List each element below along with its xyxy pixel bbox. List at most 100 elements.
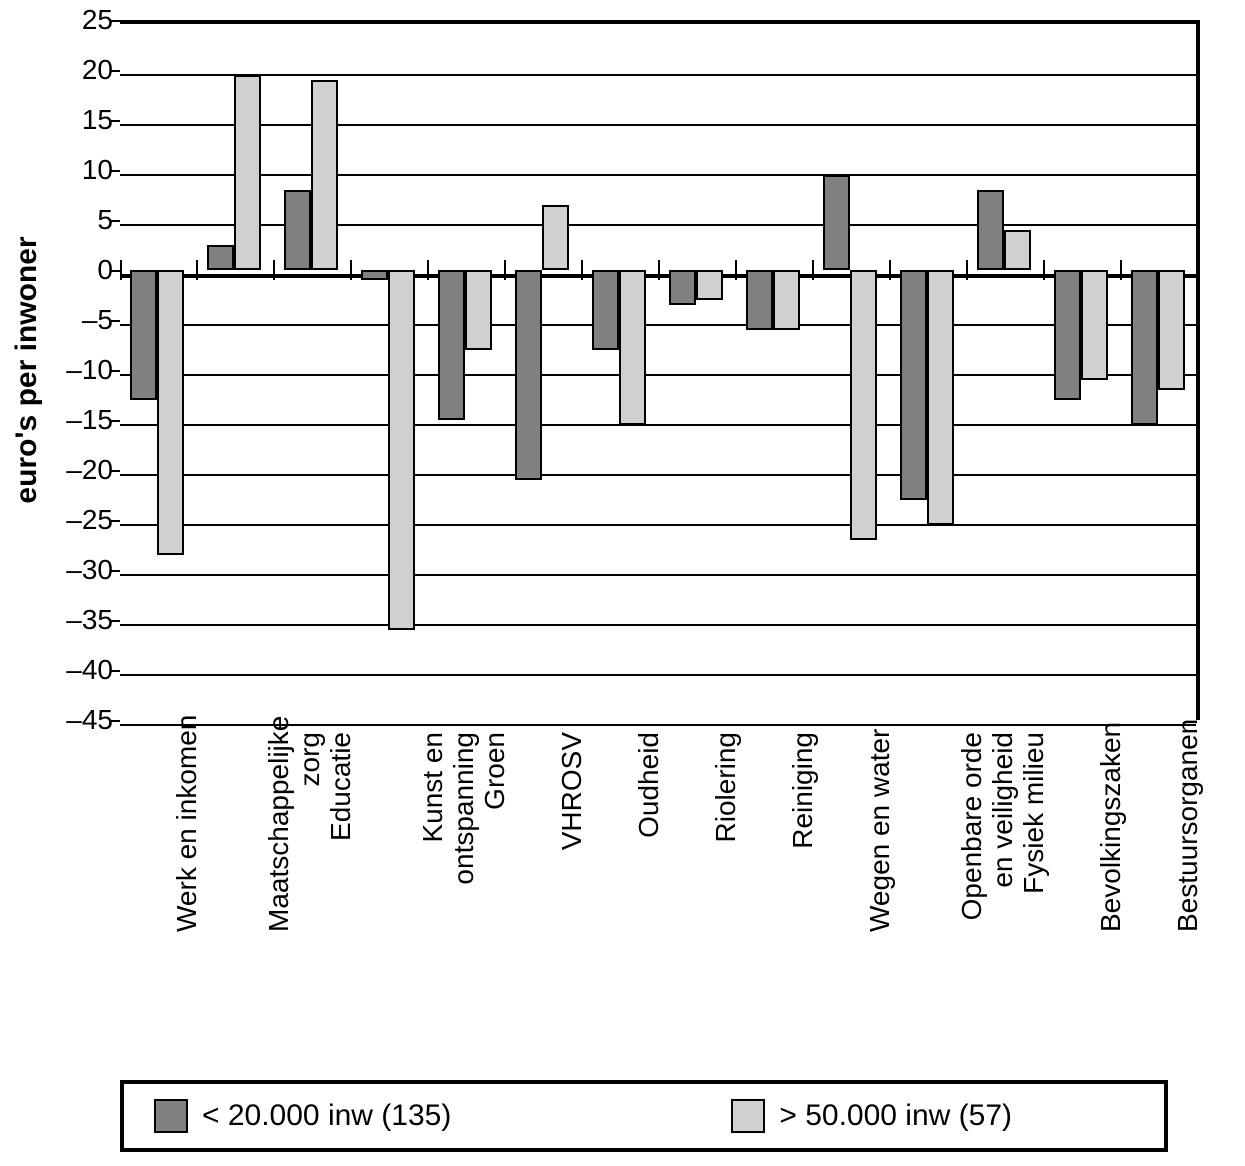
bar	[669, 270, 696, 305]
x-tick-label: Fysiek milieu	[1019, 732, 1050, 932]
y-tick-label: 10	[23, 154, 113, 186]
x-tick-mark	[350, 270, 352, 280]
y-tick-mark	[110, 220, 120, 222]
bar	[619, 270, 646, 425]
chart-page: euro's per inwoner Werk en inkomenMaatsc…	[0, 0, 1245, 1166]
x-tick-mark	[889, 260, 891, 270]
y-tick-mark	[110, 320, 120, 322]
x-tick-label: Oudheid	[634, 732, 665, 932]
bar	[284, 190, 311, 270]
x-tick-label: VHROSV	[557, 732, 588, 932]
x-tick-label: Riolering	[711, 732, 742, 932]
legend-item-series1: < 20.000 inw (135)	[154, 1099, 451, 1133]
bar	[1131, 270, 1158, 425]
y-tick-mark	[110, 20, 120, 22]
y-tick-label: –45	[23, 704, 113, 736]
y-tick-label: 0	[23, 254, 113, 286]
y-tick-label: –35	[23, 604, 113, 636]
x-tick-mark	[581, 260, 583, 270]
y-tick-label: –20	[23, 454, 113, 486]
bar	[746, 270, 773, 330]
x-tick-mark	[1197, 260, 1199, 270]
x-tick-mark	[427, 270, 429, 280]
bar	[1158, 270, 1185, 390]
x-tick-mark	[196, 270, 198, 280]
bar	[900, 270, 927, 500]
x-tick-label: Bevolkingszaken	[1096, 732, 1127, 932]
x-tick-mark	[1043, 260, 1045, 270]
y-tick-label: –25	[23, 504, 113, 536]
legend-swatch-series1	[154, 1099, 188, 1133]
x-tick-label: Maatschappelijke zorg	[264, 732, 326, 932]
y-tick-mark	[110, 420, 120, 422]
bar	[388, 270, 415, 630]
y-tick-label: –5	[23, 304, 113, 336]
x-tick-mark	[1120, 260, 1122, 270]
bars-layer	[120, 20, 1200, 720]
y-tick-mark	[110, 620, 120, 622]
x-tick-mark	[1120, 270, 1122, 280]
bar	[927, 270, 954, 525]
y-tick-mark	[110, 570, 120, 572]
bar	[465, 270, 492, 350]
y-tick-mark	[110, 470, 120, 472]
bar	[234, 75, 261, 270]
y-tick-mark	[110, 170, 120, 172]
x-tick-label: Wegen en water	[865, 732, 896, 932]
y-tick-mark	[110, 70, 120, 72]
y-tick-label: 25	[23, 4, 113, 36]
bar	[773, 270, 800, 330]
y-tick-label: 5	[23, 204, 113, 236]
x-tick-mark	[1197, 270, 1199, 280]
bar	[361, 270, 388, 280]
x-tick-mark	[273, 260, 275, 270]
y-tick-label: 20	[23, 54, 113, 86]
y-tick-mark	[110, 720, 120, 722]
x-tick-mark	[735, 260, 737, 270]
x-tick-mark	[120, 270, 122, 280]
y-tick-mark	[110, 370, 120, 372]
y-tick-label: –40	[23, 654, 113, 686]
x-tick-mark	[735, 270, 737, 280]
bar	[311, 80, 338, 270]
x-tick-mark	[581, 270, 583, 280]
x-tick-mark	[273, 270, 275, 280]
bar	[207, 245, 234, 270]
bar	[1004, 230, 1031, 270]
x-tick-mark	[658, 260, 660, 270]
legend-label-series2: > 50.000 inw (57)	[779, 1099, 1012, 1133]
y-tick-mark	[110, 120, 120, 122]
x-tick-mark	[966, 270, 968, 280]
y-tick-label: –30	[23, 554, 113, 586]
x-tick-label: Educatie	[326, 732, 357, 932]
bar	[592, 270, 619, 350]
y-tick-label: –15	[23, 404, 113, 436]
bar	[515, 270, 542, 480]
bar	[157, 270, 184, 555]
x-tick-label: Kunst en ontspanning	[418, 732, 480, 932]
bar	[696, 270, 723, 300]
x-tick-label: Bestuursorganen	[1173, 732, 1204, 932]
y-tick-label: 15	[23, 104, 113, 136]
bar	[977, 190, 1004, 270]
x-tick-mark	[504, 260, 506, 270]
bar	[850, 270, 877, 540]
x-tick-mark	[658, 270, 660, 280]
x-tick-mark	[1043, 270, 1045, 280]
x-tick-label: Reiniging	[788, 732, 819, 932]
x-tick-label: Werk en inkomen	[172, 732, 203, 932]
bar	[823, 175, 850, 270]
legend-item-series2: > 50.000 inw (57)	[731, 1099, 1012, 1133]
bar	[542, 205, 569, 270]
x-tick-label: Openbare orde en veiligheid	[957, 732, 1019, 932]
bar	[1054, 270, 1081, 400]
x-tick-mark	[812, 270, 814, 280]
x-tick-mark	[812, 260, 814, 270]
y-tick-mark	[110, 520, 120, 522]
x-tick-mark	[889, 270, 891, 280]
legend-swatch-series2	[731, 1099, 765, 1133]
x-labels: Werk en inkomen Maatschappelijke zorgEduc…	[120, 732, 1200, 1072]
legend-label-series1: < 20.000 inw (135)	[202, 1099, 451, 1133]
bar	[438, 270, 465, 420]
x-tick-mark	[120, 260, 122, 270]
